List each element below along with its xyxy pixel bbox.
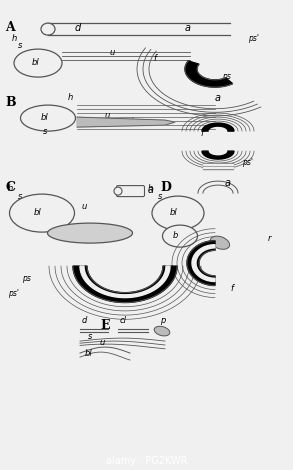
Text: f: f (230, 284, 233, 293)
Ellipse shape (9, 194, 74, 232)
Text: d: d (82, 316, 87, 325)
Text: ps: ps (222, 72, 231, 81)
Text: bl: bl (170, 208, 178, 217)
Text: u: u (100, 338, 105, 347)
Text: s: s (18, 192, 22, 201)
Text: h: h (8, 184, 13, 193)
Text: u: u (110, 48, 115, 57)
Text: a: a (148, 185, 154, 195)
Text: h: h (68, 93, 73, 102)
Polygon shape (203, 163, 233, 169)
Text: t: t (130, 117, 133, 126)
Text: b: b (173, 231, 178, 240)
Polygon shape (48, 23, 230, 35)
Text: alamy · PG2KWR: alamy · PG2KWR (106, 455, 187, 466)
Text: s: s (158, 192, 162, 201)
Ellipse shape (14, 49, 62, 77)
Text: D: D (160, 181, 171, 194)
Ellipse shape (21, 105, 76, 131)
Polygon shape (73, 266, 177, 303)
Ellipse shape (47, 223, 132, 243)
Text: ps': ps' (242, 158, 253, 167)
Text: s: s (18, 41, 22, 50)
Text: s: s (43, 127, 47, 136)
Text: p: p (160, 316, 165, 325)
Ellipse shape (210, 236, 230, 249)
Ellipse shape (154, 326, 170, 336)
Text: f: f (153, 54, 156, 63)
Text: bl: bl (32, 58, 40, 67)
Text: B: B (5, 96, 16, 109)
Ellipse shape (152, 196, 204, 230)
Text: cl: cl (120, 316, 127, 325)
Polygon shape (203, 164, 233, 165)
Text: E: E (100, 319, 110, 332)
Text: a: a (215, 93, 221, 103)
Polygon shape (192, 245, 215, 282)
Polygon shape (203, 166, 233, 168)
Polygon shape (187, 241, 215, 285)
Ellipse shape (41, 23, 55, 35)
Text: d: d (75, 23, 81, 33)
Text: f: f (200, 129, 203, 138)
Polygon shape (80, 266, 170, 298)
Text: A: A (5, 21, 15, 34)
Text: a: a (185, 23, 191, 33)
Text: h: h (12, 34, 17, 43)
Text: ps': ps' (8, 289, 19, 298)
Text: C: C (5, 181, 15, 194)
Text: bl: bl (85, 349, 93, 358)
Text: u: u (82, 202, 87, 211)
Polygon shape (185, 61, 233, 87)
Polygon shape (77, 117, 175, 127)
Text: u: u (105, 111, 110, 120)
Ellipse shape (114, 187, 122, 195)
Text: r: r (268, 234, 272, 243)
Text: ps': ps' (248, 34, 259, 43)
Polygon shape (202, 123, 234, 131)
Text: ps: ps (22, 274, 31, 283)
Text: s: s (88, 332, 92, 341)
Text: bl: bl (41, 113, 49, 122)
Text: a: a (225, 178, 231, 188)
Text: h: h (148, 184, 153, 193)
Text: bl: bl (34, 208, 42, 217)
Polygon shape (202, 151, 234, 159)
FancyBboxPatch shape (117, 186, 144, 196)
Ellipse shape (163, 225, 197, 247)
Text: b: b (82, 227, 87, 236)
